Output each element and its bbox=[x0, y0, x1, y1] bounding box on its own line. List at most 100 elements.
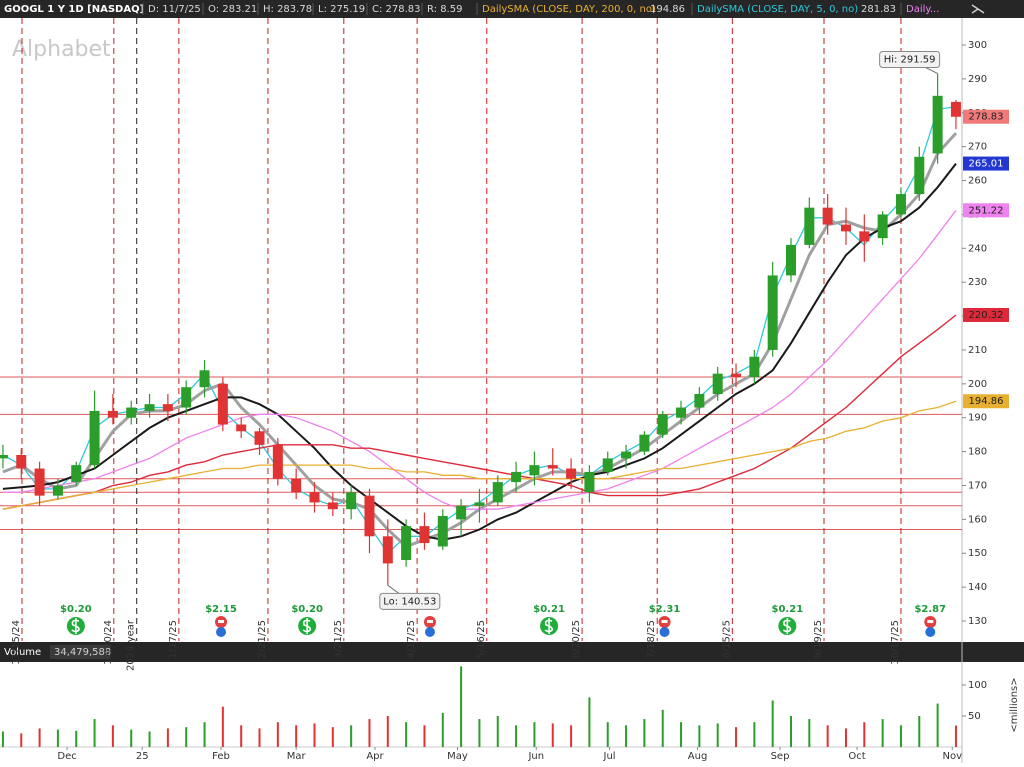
price-label-box bbox=[963, 307, 1009, 322]
annotation-box bbox=[379, 592, 441, 610]
menu-icon[interactable] bbox=[971, 4, 985, 14]
volume-bar bbox=[166, 728, 169, 747]
volume-bar bbox=[570, 725, 573, 747]
legend-name: Daily... bbox=[906, 4, 939, 15]
legend-name: DailySMA (CLOSE, DAY, 200, 0, no) bbox=[482, 4, 656, 15]
candle-body bbox=[895, 194, 906, 215]
volume-bar bbox=[698, 725, 701, 747]
volume-bar bbox=[56, 729, 59, 747]
sma-line bbox=[2, 132, 958, 549]
candle-body bbox=[16, 454, 27, 469]
header-field: H: 283.78 bbox=[263, 4, 312, 15]
candle-body bbox=[474, 502, 485, 506]
dividend-symbol bbox=[544, 618, 553, 634]
candle-body bbox=[767, 275, 778, 350]
price-label: 220.32 bbox=[969, 310, 1004, 321]
volume-bar bbox=[735, 727, 738, 747]
date-label: 10/17/25 bbox=[890, 620, 901, 665]
volume-title: Volume bbox=[4, 647, 41, 658]
volume-bar bbox=[515, 725, 518, 747]
header-field: R: 8.59 bbox=[427, 4, 462, 15]
candle-body bbox=[804, 207, 815, 245]
date-label: 4/17/25 bbox=[406, 620, 417, 659]
candle-body bbox=[34, 468, 45, 496]
volume-bar bbox=[130, 729, 133, 747]
candle-body bbox=[712, 373, 723, 394]
watermark: Alphabet bbox=[12, 37, 111, 62]
candle-body bbox=[0, 454, 8, 459]
volume-bar bbox=[954, 725, 957, 747]
candle-body bbox=[676, 407, 687, 418]
sma-line bbox=[2, 400, 957, 510]
annotation-label: Lo: 140.53 bbox=[383, 596, 436, 607]
candle-body bbox=[309, 492, 320, 503]
candle-body bbox=[126, 407, 137, 418]
candle-body bbox=[327, 502, 338, 510]
candle-body bbox=[859, 231, 870, 242]
candle-body bbox=[602, 458, 613, 472]
volume-bar bbox=[899, 725, 902, 747]
candle-body bbox=[89, 410, 100, 466]
y-tick-label: 240 bbox=[968, 243, 987, 254]
volume-tick-label: 100 bbox=[968, 680, 987, 691]
candle-body bbox=[694, 393, 705, 408]
y-tick-label: 210 bbox=[968, 345, 987, 356]
dividend-symbol bbox=[302, 618, 312, 634]
volume-bar bbox=[808, 719, 811, 747]
volume-bar bbox=[680, 722, 683, 747]
volume-bar bbox=[423, 725, 426, 747]
volume-bar bbox=[606, 722, 609, 747]
event-label: $2.87 bbox=[914, 604, 946, 615]
price-label: 194.86 bbox=[969, 396, 1004, 407]
x-tick-label: Sep bbox=[771, 751, 790, 762]
legend-value: 281.83 bbox=[861, 4, 896, 15]
date-label: 7/18/25 bbox=[646, 620, 657, 659]
candle-body bbox=[419, 526, 430, 544]
candle-body bbox=[529, 465, 540, 476]
candle-body bbox=[272, 444, 283, 479]
candle-body bbox=[621, 451, 632, 459]
volume-bar bbox=[20, 733, 23, 747]
candle-body bbox=[456, 505, 467, 520]
event-label: $2.15 bbox=[205, 604, 237, 615]
date-label: 3/21/25 bbox=[333, 620, 344, 659]
sma-line bbox=[2, 314, 957, 510]
volume-bar bbox=[716, 723, 719, 747]
price-label: 278.83 bbox=[969, 112, 1004, 123]
menu-button[interactable] bbox=[964, 2, 1022, 16]
volume-bar bbox=[221, 706, 224, 747]
event-label: $0.20 bbox=[291, 604, 323, 615]
volume-bar bbox=[111, 725, 114, 747]
candle-body bbox=[291, 478, 302, 493]
volume-bar bbox=[460, 666, 463, 747]
symbol: GOOGL 1 Y 1D [NASDAQ] bbox=[4, 4, 144, 15]
volume-bar bbox=[496, 715, 499, 747]
candle-body bbox=[217, 383, 228, 425]
x-tick-label: May bbox=[447, 751, 468, 762]
date-label: 12/20/24 bbox=[103, 620, 114, 665]
y-tick-label: 140 bbox=[968, 582, 987, 593]
volume-bar bbox=[276, 722, 279, 747]
volume-bar bbox=[203, 722, 206, 747]
volume-bar bbox=[936, 703, 939, 747]
volume-bar bbox=[75, 730, 78, 747]
earnings-icon-base bbox=[659, 627, 670, 637]
volume-bar bbox=[148, 731, 151, 747]
volume-bar bbox=[881, 719, 884, 747]
earnings-icon-mark bbox=[218, 620, 225, 623]
annotation-label: Hi: 291.59 bbox=[884, 54, 936, 65]
candle-body bbox=[162, 404, 173, 411]
candle-body bbox=[547, 465, 558, 469]
event-label: $0.21 bbox=[772, 604, 804, 615]
volume-header bbox=[0, 642, 1024, 662]
volume-bar bbox=[551, 723, 554, 747]
earnings-icon-base bbox=[925, 627, 936, 637]
candle-body bbox=[950, 101, 961, 117]
candle-body bbox=[236, 424, 247, 432]
price-label-box bbox=[963, 203, 1009, 218]
candle-body bbox=[492, 482, 503, 503]
volume-bar bbox=[643, 719, 646, 747]
x-tick-label: Nov bbox=[943, 751, 963, 762]
volume-bar bbox=[826, 725, 829, 747]
volume-bar bbox=[185, 727, 188, 747]
